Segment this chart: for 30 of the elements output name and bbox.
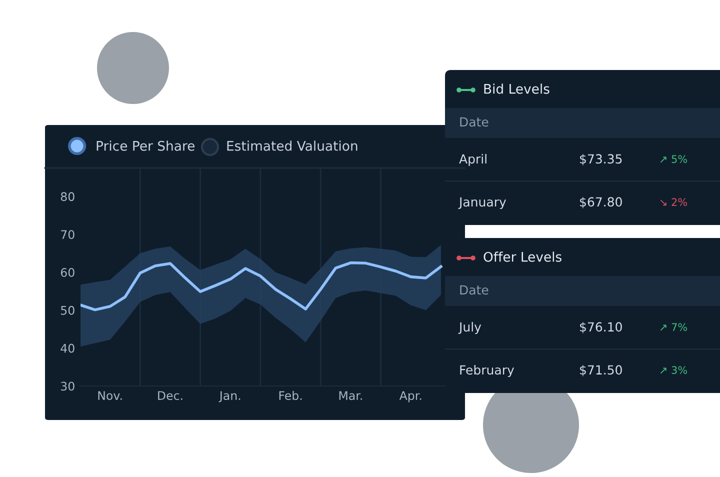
legend-label: Price Per Share [96,140,195,151]
text: ↗ 3% [660,366,687,374]
text: Estimated Valuation [227,140,358,151]
y-tick-label: 70 [61,230,74,239]
annotation: Date [460,285,488,295]
x-tick-label: Mar. [339,391,362,400]
x-tick-label: Nov. [98,391,122,400]
text: $73.35 [580,154,622,166]
y-tick-label: 50 [61,306,74,315]
x-tick-label: Dec. [158,391,182,400]
text: April [459,154,486,166]
text: ↗ 5% [660,155,687,164]
annotation: January [458,197,506,210]
annotation: February [460,364,514,378]
text: Date [460,117,488,127]
y-tick-label: 30 [61,382,74,391]
text: $67.80 [580,196,622,208]
x-tick-label: Jan. [218,391,240,402]
x-tick-label: Apr. [399,391,422,402]
text: $76.10 [580,322,622,334]
text: ↗ 7% [660,323,687,332]
x-tick-label: Feb. [279,390,302,400]
annotation: July [458,322,482,334]
y-tick-label: 40 [60,344,74,353]
text: $71.50 [580,364,622,376]
y-tick-label: 80 [60,192,74,202]
y-tick-label: 60 [60,268,74,277]
text: ↘ 2% [660,198,687,206]
text: Offer Levels [484,252,562,262]
text: Bid Levels [484,84,550,94]
